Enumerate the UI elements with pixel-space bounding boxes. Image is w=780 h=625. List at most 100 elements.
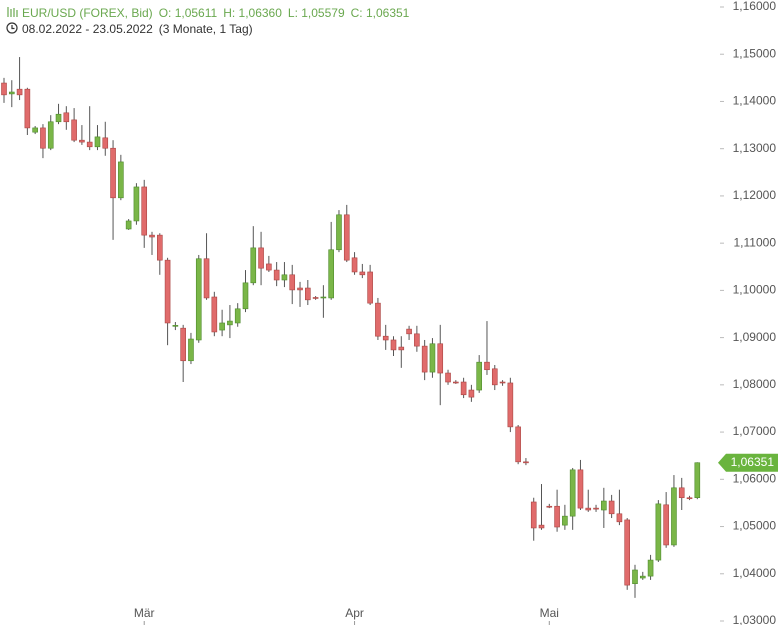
candle-body <box>1 82 7 96</box>
x-tick-label: Apr <box>345 606 364 620</box>
candle-body <box>593 507 599 510</box>
candle-body <box>219 322 225 331</box>
header-line: EUR/USD (FOREX, Bid) O: 1,05611 H: 1,06360… <box>6 5 415 20</box>
candle-body <box>421 345 428 373</box>
candle-body <box>476 361 482 391</box>
clock-icon <box>6 22 18 34</box>
candle-body <box>678 487 685 499</box>
y-tick-label: 1,11000 <box>734 235 777 249</box>
candle-body <box>242 282 249 310</box>
candle-body <box>601 500 607 511</box>
y-tick-label: 1,07000 <box>733 424 777 438</box>
candle-body <box>157 234 163 261</box>
candle-body <box>562 515 568 526</box>
candle-body <box>305 287 311 301</box>
y-tick-label: 1,12000 <box>733 188 777 202</box>
candle-body <box>686 497 693 500</box>
y-tick-label: 1,08000 <box>733 377 777 391</box>
candle-body <box>328 249 334 299</box>
candle-body <box>141 186 148 236</box>
candle-body <box>624 519 631 586</box>
candle-body <box>429 343 436 373</box>
candle-body <box>375 302 381 337</box>
y-tick-label: 1,15000 <box>733 46 777 60</box>
candle-body <box>133 186 140 222</box>
y-tick-label: 1,09000 <box>733 330 777 344</box>
candle-body <box>367 271 373 304</box>
candle-body <box>515 426 521 463</box>
chart-title: EUR/USD (FOREX, Bid) <box>22 6 153 20</box>
candle-body <box>203 258 210 299</box>
candle-body <box>546 505 553 508</box>
candle-body <box>63 112 70 123</box>
candle-body <box>359 271 366 276</box>
candle-body <box>523 461 529 464</box>
y-tick-label: 1,04000 <box>733 566 777 580</box>
candle-body <box>195 258 202 341</box>
candle-body <box>258 247 264 269</box>
candle-body <box>55 113 62 123</box>
candle-body <box>647 559 654 577</box>
candle-body <box>24 88 31 129</box>
candle-body <box>445 372 451 383</box>
x-tick-label: Mär <box>134 606 155 620</box>
candle-body <box>312 297 319 299</box>
candle-body <box>671 487 677 546</box>
last-price-tag <box>718 453 778 472</box>
candle-body <box>180 327 186 362</box>
candle-body <box>351 257 358 273</box>
period: (3 Monate, 1 Tag) <box>158 22 253 36</box>
date-range: 08.02.2022 - 23.05.2022 <box>22 22 153 36</box>
candle-body <box>484 361 490 371</box>
candle-body <box>390 339 397 351</box>
candle-body <box>577 469 584 509</box>
ohlc: O: 1,05611 <box>158 6 218 20</box>
candle-body <box>164 259 171 324</box>
y-tick-label: 1,05000 <box>733 519 777 533</box>
candle-body <box>47 121 54 149</box>
x-tick-label: Mai <box>540 606 559 620</box>
y-tick-label: 1,06000 <box>733 471 777 485</box>
candle-body <box>297 287 303 291</box>
candle-body <box>86 141 93 148</box>
y-tick-label: 1,14000 <box>733 94 777 108</box>
candle-body <box>125 220 132 230</box>
candle-body <box>453 381 459 384</box>
candle-body <box>632 569 638 584</box>
candle-body <box>149 234 155 238</box>
ohlc: H: 1,06360 <box>223 6 282 20</box>
candle-body <box>460 381 467 396</box>
ohlc: C: 1,06351 <box>350 6 410 20</box>
candle-body <box>172 325 179 327</box>
candle-body <box>273 269 280 281</box>
candle-body <box>694 462 701 498</box>
candle-body <box>491 368 498 386</box>
candle-body <box>289 274 296 291</box>
candle-body <box>437 343 444 374</box>
y-tick-label: 1,13000 <box>733 141 777 155</box>
candle-body <box>530 501 537 529</box>
candle-body <box>227 320 233 326</box>
candle-body <box>250 247 257 284</box>
candle-body <box>234 308 241 324</box>
candle-body <box>94 136 101 148</box>
candle-body <box>118 161 124 199</box>
candle-body <box>538 524 545 529</box>
candle-body <box>554 505 560 528</box>
candle-body <box>608 500 615 515</box>
candle-body <box>102 137 109 149</box>
candle-body <box>655 503 662 561</box>
candle-body <box>406 328 412 335</box>
candle-body <box>382 335 389 341</box>
candle-body <box>32 127 38 133</box>
candle-body <box>499 381 506 384</box>
candle-body <box>616 513 623 523</box>
candle-body <box>639 575 646 579</box>
candle-body <box>40 127 46 149</box>
candle-body <box>507 382 514 428</box>
candle-body <box>8 91 15 95</box>
candle-body <box>336 214 342 251</box>
candle-body <box>663 504 669 546</box>
